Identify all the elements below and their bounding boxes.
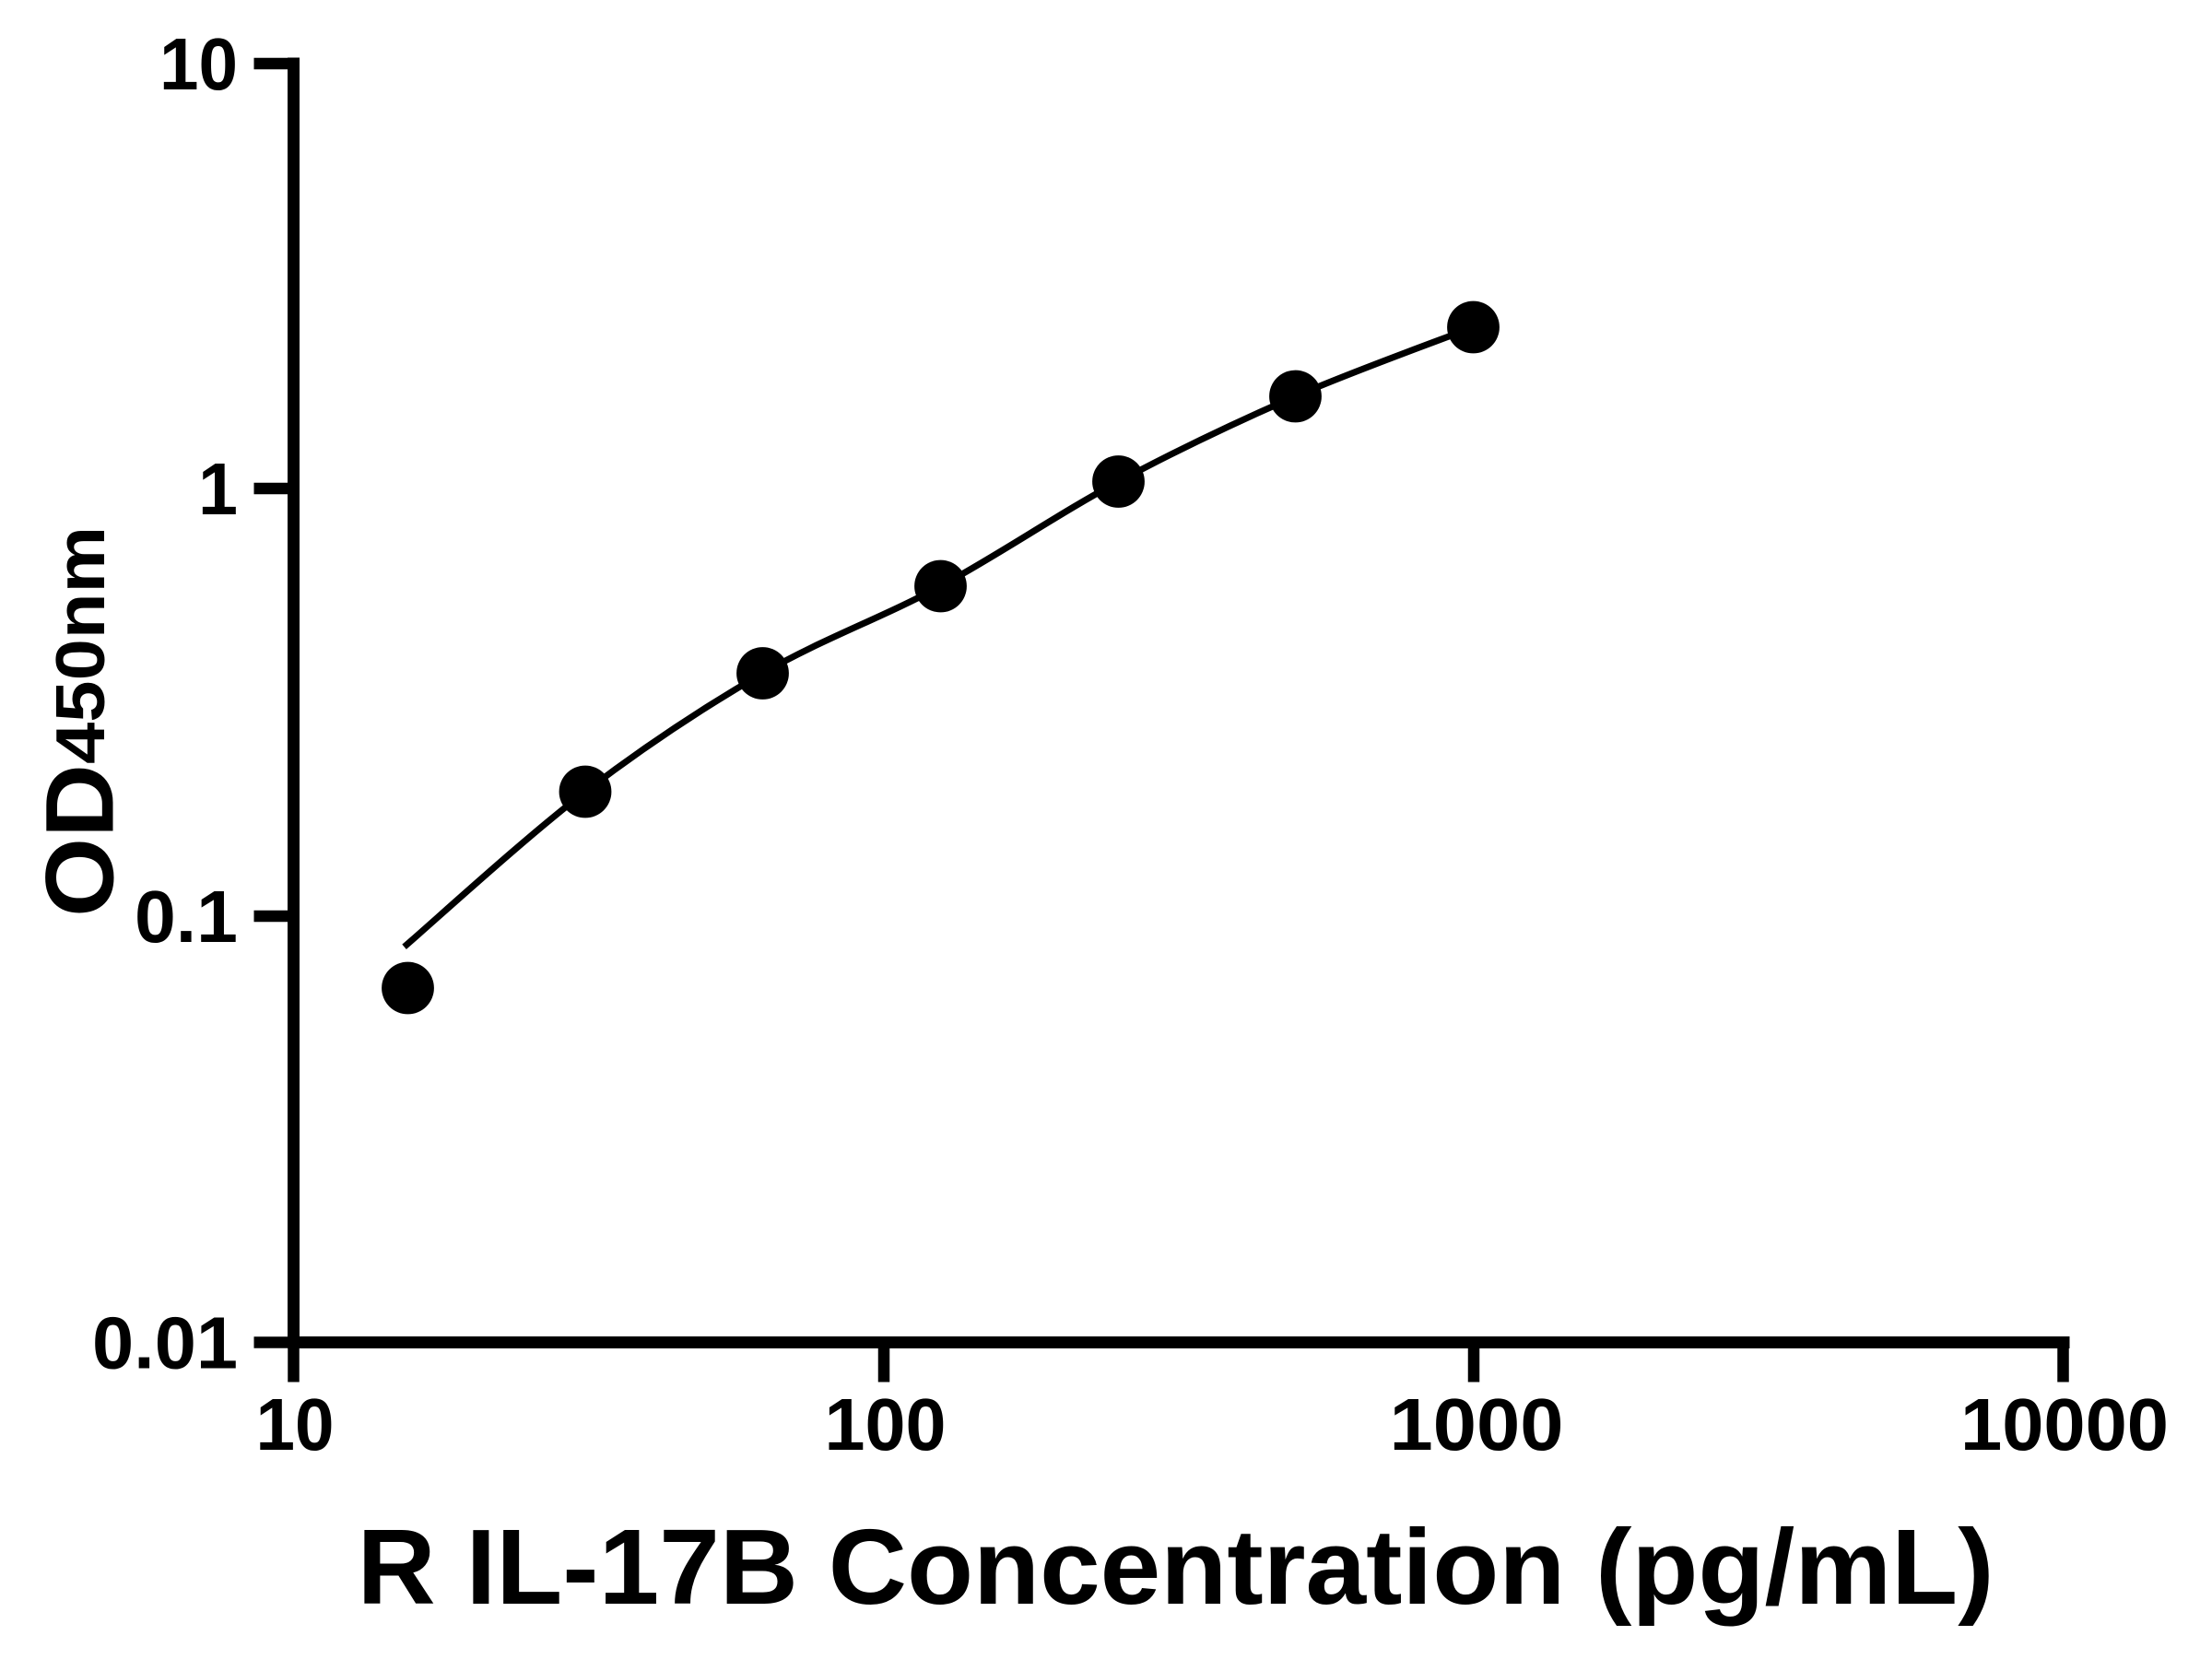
svg-text:100: 100 xyxy=(825,1383,947,1465)
svg-text:1: 1 xyxy=(198,448,238,530)
svg-text:10000: 10000 xyxy=(1960,1383,2169,1465)
svg-text:10: 10 xyxy=(256,1383,335,1465)
svg-text:0.1: 0.1 xyxy=(135,876,238,958)
svg-text:1000: 1000 xyxy=(1390,1383,1564,1465)
svg-text:0.01: 0.01 xyxy=(92,1302,238,1384)
svg-text:R IL-17B Concentration (pg/mL): R IL-17B Concentration (pg/mL) xyxy=(358,1507,1994,1627)
svg-text:OD450nm: OD450nm xyxy=(27,526,135,917)
svg-text:10: 10 xyxy=(159,23,238,105)
